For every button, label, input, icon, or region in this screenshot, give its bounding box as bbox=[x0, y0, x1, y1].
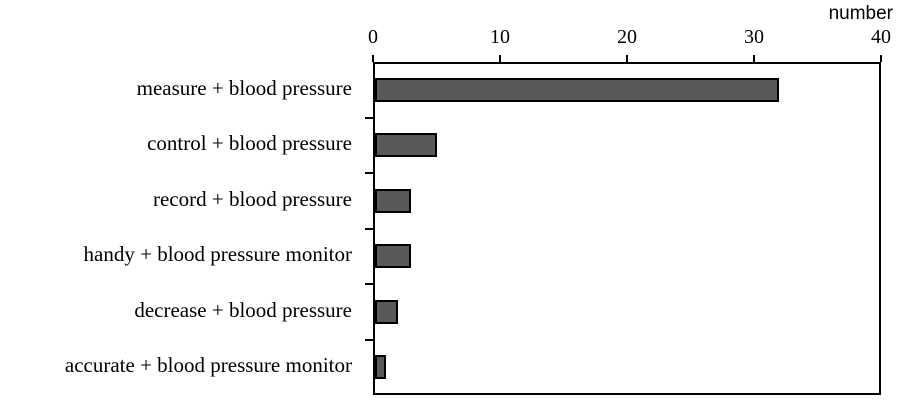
bar bbox=[375, 244, 412, 269]
y-tick-mark bbox=[365, 227, 373, 230]
x-axis-title: number bbox=[828, 3, 893, 24]
plot-area bbox=[373, 62, 881, 395]
bar bbox=[375, 188, 412, 213]
category-label: measure + blood pressure bbox=[136, 75, 352, 100]
x-tick-mark bbox=[499, 55, 501, 62]
bar bbox=[375, 77, 780, 102]
x-tick-mark bbox=[372, 55, 374, 62]
x-tick-mark bbox=[753, 55, 755, 62]
x-tick-label: 30 bbox=[744, 26, 764, 48]
x-tick-label: 10 bbox=[490, 26, 510, 48]
y-tick-mark bbox=[365, 172, 373, 174]
y-tick-mark bbox=[365, 338, 373, 341]
x-tick-mark bbox=[626, 55, 628, 62]
y-tick-mark bbox=[365, 283, 373, 285]
category-label: handy + blood pressure monitor bbox=[83, 242, 352, 267]
bar bbox=[375, 133, 437, 158]
category-label: record + blood pressure bbox=[152, 186, 352, 211]
x-tick-label: 0 bbox=[368, 26, 378, 48]
category-label: accurate + blood pressure monitor bbox=[64, 353, 352, 378]
category-label: decrease + blood pressure bbox=[134, 297, 352, 322]
bar bbox=[375, 355, 386, 380]
x-tick-label: 40 bbox=[871, 26, 891, 48]
x-tick-mark bbox=[880, 55, 882, 62]
category-label: control + blood pressure bbox=[147, 131, 352, 156]
x-tick-label: 20 bbox=[617, 26, 637, 48]
bar bbox=[375, 299, 399, 324]
y-tick-mark bbox=[365, 116, 373, 119]
